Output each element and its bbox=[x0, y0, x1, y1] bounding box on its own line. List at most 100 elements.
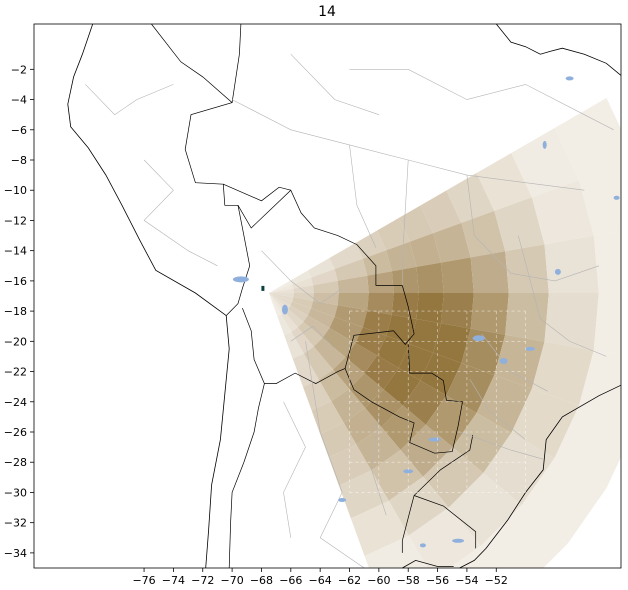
x-tick-label: −58 bbox=[397, 574, 420, 587]
field-cell-114 bbox=[578, 350, 621, 422]
field-cell-34 bbox=[334, 305, 368, 328]
field-cell-73 bbox=[441, 293, 474, 329]
field-cell-85 bbox=[446, 363, 495, 413]
water-body-12 bbox=[613, 195, 620, 200]
y-tick-label: −30 bbox=[4, 486, 27, 499]
x-tick-label: −68 bbox=[250, 574, 273, 587]
field-cell-54 bbox=[386, 314, 417, 345]
admin-boundary-2 bbox=[466, 175, 600, 282]
field-cell-33 bbox=[337, 293, 369, 311]
y-tick-label: −34 bbox=[4, 547, 27, 560]
field-cell-117 bbox=[480, 505, 568, 568]
field-cell-116 bbox=[521, 458, 607, 544]
field-cell-84 bbox=[461, 328, 506, 376]
field-cell-64 bbox=[409, 319, 442, 353]
admin-boundary-15 bbox=[261, 250, 343, 304]
origin-marker bbox=[261, 285, 265, 291]
y-tick-label: −2 bbox=[11, 63, 27, 76]
y-tick-label: −28 bbox=[4, 456, 27, 469]
x-tick-label: −72 bbox=[191, 574, 214, 587]
x-tick-label: −56 bbox=[426, 574, 449, 587]
field-cell-65 bbox=[398, 344, 434, 381]
admin-boundary-8 bbox=[305, 341, 365, 569]
x-tick-label: −74 bbox=[162, 574, 185, 587]
field-cell-69 bbox=[320, 422, 357, 458]
acre-border bbox=[223, 183, 291, 202]
field-cell-60 bbox=[398, 205, 434, 242]
plot-frame bbox=[33, 23, 622, 569]
field-cell-20 bbox=[307, 258, 335, 278]
y-tick-label: −24 bbox=[4, 396, 27, 409]
atlantic-coastline bbox=[459, 384, 622, 569]
field-cell-51 bbox=[386, 241, 417, 272]
admin-boundary-11 bbox=[143, 159, 218, 267]
y-tick-label: −12 bbox=[4, 214, 27, 227]
y-tick-label: −10 bbox=[4, 184, 27, 197]
field-cell-70 bbox=[420, 190, 462, 234]
water-body-0 bbox=[232, 276, 249, 283]
field-cell-32 bbox=[337, 275, 369, 293]
x-tick-label: −60 bbox=[367, 574, 390, 587]
field-cell-9 bbox=[268, 293, 282, 317]
field-cell-110 bbox=[554, 98, 621, 181]
water-body-10 bbox=[452, 538, 465, 543]
field-cell-43 bbox=[367, 293, 394, 315]
water-bodies bbox=[232, 76, 620, 548]
y-tick-label: −6 bbox=[11, 124, 27, 137]
field-cell-99 bbox=[350, 500, 409, 557]
field-cell-44 bbox=[362, 310, 392, 336]
x-tick-label: −62 bbox=[338, 574, 361, 587]
y-axis-ticks: −2 −4 −6 −8 −10 −12 −14 −16 −18 −20 −22 −24 −26 −28 −3… bbox=[4, 63, 34, 560]
x-axis-ticks: −76 −74 −72 −70 −68 −66 −64 −62 −60 −58 −56 −54 −52 bbox=[132, 568, 508, 587]
field-cell-104 bbox=[531, 341, 594, 406]
field-cell-30 bbox=[329, 243, 363, 269]
field-cell-78 bbox=[356, 427, 401, 471]
water-body-3 bbox=[403, 469, 414, 474]
field-cell-79 bbox=[328, 444, 372, 486]
shaded-field bbox=[268, 98, 621, 568]
field-cell-71 bbox=[433, 222, 471, 263]
admin-boundary-4 bbox=[518, 235, 607, 357]
field-cell-46 bbox=[345, 343, 378, 374]
field-cell-109 bbox=[364, 535, 428, 568]
field-cell-90 bbox=[476, 153, 532, 211]
field-cell-53 bbox=[391, 293, 419, 319]
water-body-7 bbox=[542, 140, 547, 149]
field-cell-8 bbox=[268, 293, 285, 315]
field-cell-56 bbox=[364, 355, 399, 390]
field-cell-26 bbox=[303, 315, 330, 338]
field-cell-81 bbox=[461, 210, 506, 258]
field-cell-105 bbox=[511, 388, 579, 458]
field-cell-36 bbox=[322, 328, 356, 358]
field-cell-29 bbox=[284, 331, 304, 359]
field-cell-111 bbox=[578, 164, 621, 236]
field-cell-76 bbox=[402, 380, 447, 425]
chile-argentina-border bbox=[228, 383, 265, 569]
field-cell-91 bbox=[494, 197, 545, 252]
field-cell-106 bbox=[483, 433, 555, 506]
field-cell-96 bbox=[452, 413, 512, 473]
field-cell-89 bbox=[338, 470, 389, 519]
field-cell-25 bbox=[307, 308, 335, 328]
admin-boundary-10 bbox=[371, 416, 387, 516]
field-cell-0 bbox=[268, 280, 293, 293]
field-cell-83 bbox=[470, 293, 509, 335]
field-cell-59 bbox=[311, 401, 344, 434]
field-cell-3 bbox=[268, 293, 294, 298]
field-cell-47 bbox=[333, 357, 365, 389]
field-cell-14 bbox=[292, 297, 314, 309]
field-cell-74 bbox=[433, 323, 471, 364]
pacific-coastline bbox=[67, 23, 230, 569]
colombia-border bbox=[231, 23, 242, 103]
field-cell-113 bbox=[593, 293, 621, 356]
field-cell-28 bbox=[291, 327, 314, 354]
y-tick-label: −4 bbox=[11, 94, 27, 107]
field-cell-88 bbox=[371, 450, 424, 501]
admin-boundary-13 bbox=[349, 69, 614, 131]
y-tick-label: −22 bbox=[4, 366, 27, 379]
paraguay-border bbox=[344, 344, 463, 454]
field-cell-103 bbox=[544, 293, 599, 351]
field-cell-49 bbox=[303, 379, 332, 411]
field-cell-23 bbox=[313, 293, 339, 306]
field-cell-10 bbox=[290, 270, 312, 285]
